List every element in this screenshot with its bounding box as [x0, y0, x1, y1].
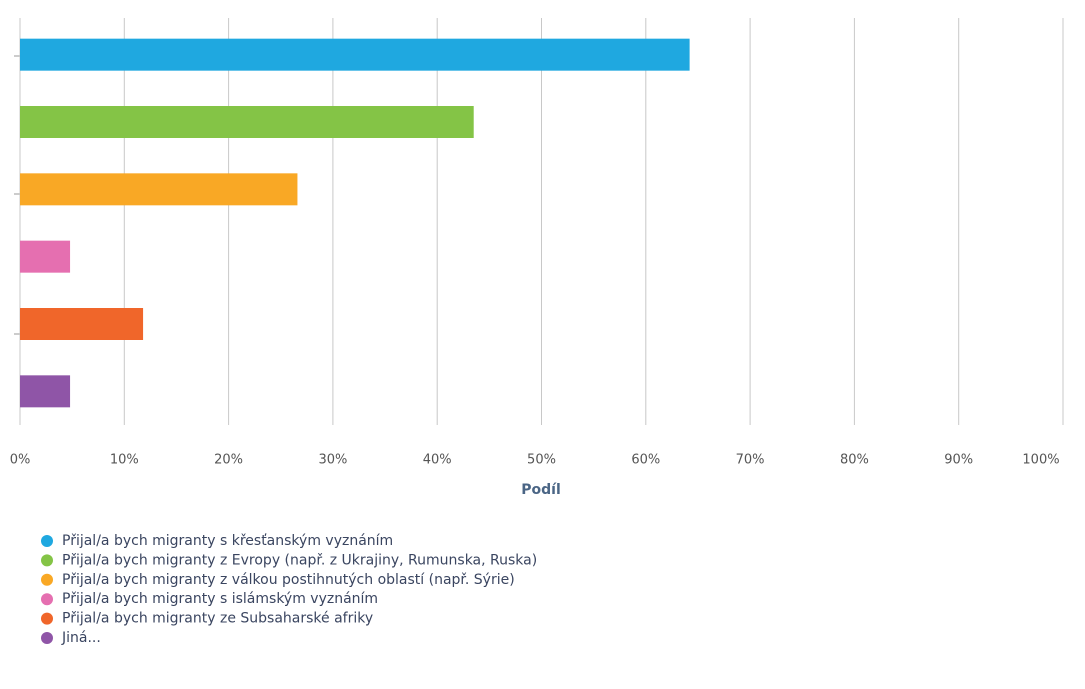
- x-tick-label: 50%: [527, 453, 556, 468]
- legend-marker: [41, 612, 53, 625]
- bar: [20, 308, 144, 340]
- legend-label: Jiná...: [61, 630, 101, 646]
- legend-label: Přijal/a bych migranty s islámským vyzná…: [62, 591, 378, 607]
- legend-marker: [41, 632, 53, 644]
- bar: [20, 240, 71, 273]
- bar: [20, 173, 298, 206]
- legend-label: Přijal/a bych migranty ze Subsaharské af…: [62, 611, 373, 627]
- x-tick-label: 70%: [736, 453, 765, 468]
- legend-marker: [41, 573, 53, 586]
- bar: [20, 375, 71, 408]
- legend-label: Přijal/a bych migranty s křesťanským vyz…: [62, 533, 393, 549]
- legend-marker: [41, 535, 53, 547]
- x-tick-label: 10%: [110, 453, 139, 468]
- x-tick-label: 100%: [1022, 453, 1059, 468]
- legend-marker: [41, 554, 53, 567]
- x-tick-label: 40%: [423, 453, 452, 468]
- x-tick-label: 30%: [318, 453, 347, 468]
- x-tick-label: 20%: [214, 453, 243, 468]
- x-axis-title: Podíl: [521, 482, 561, 498]
- legend-label: Přijal/a bych migranty z válkou postihnu…: [62, 572, 515, 588]
- x-tick-label: 90%: [944, 453, 973, 468]
- bar: [20, 106, 474, 138]
- x-tick-label: 60%: [631, 453, 660, 468]
- legend-marker: [41, 593, 53, 606]
- x-tick-label: 80%: [840, 453, 869, 468]
- x-tick-label: 0%: [10, 453, 31, 468]
- bar: [20, 38, 690, 71]
- legend-label: Přijal/a bych migranty z Evropy (např. z…: [62, 552, 537, 568]
